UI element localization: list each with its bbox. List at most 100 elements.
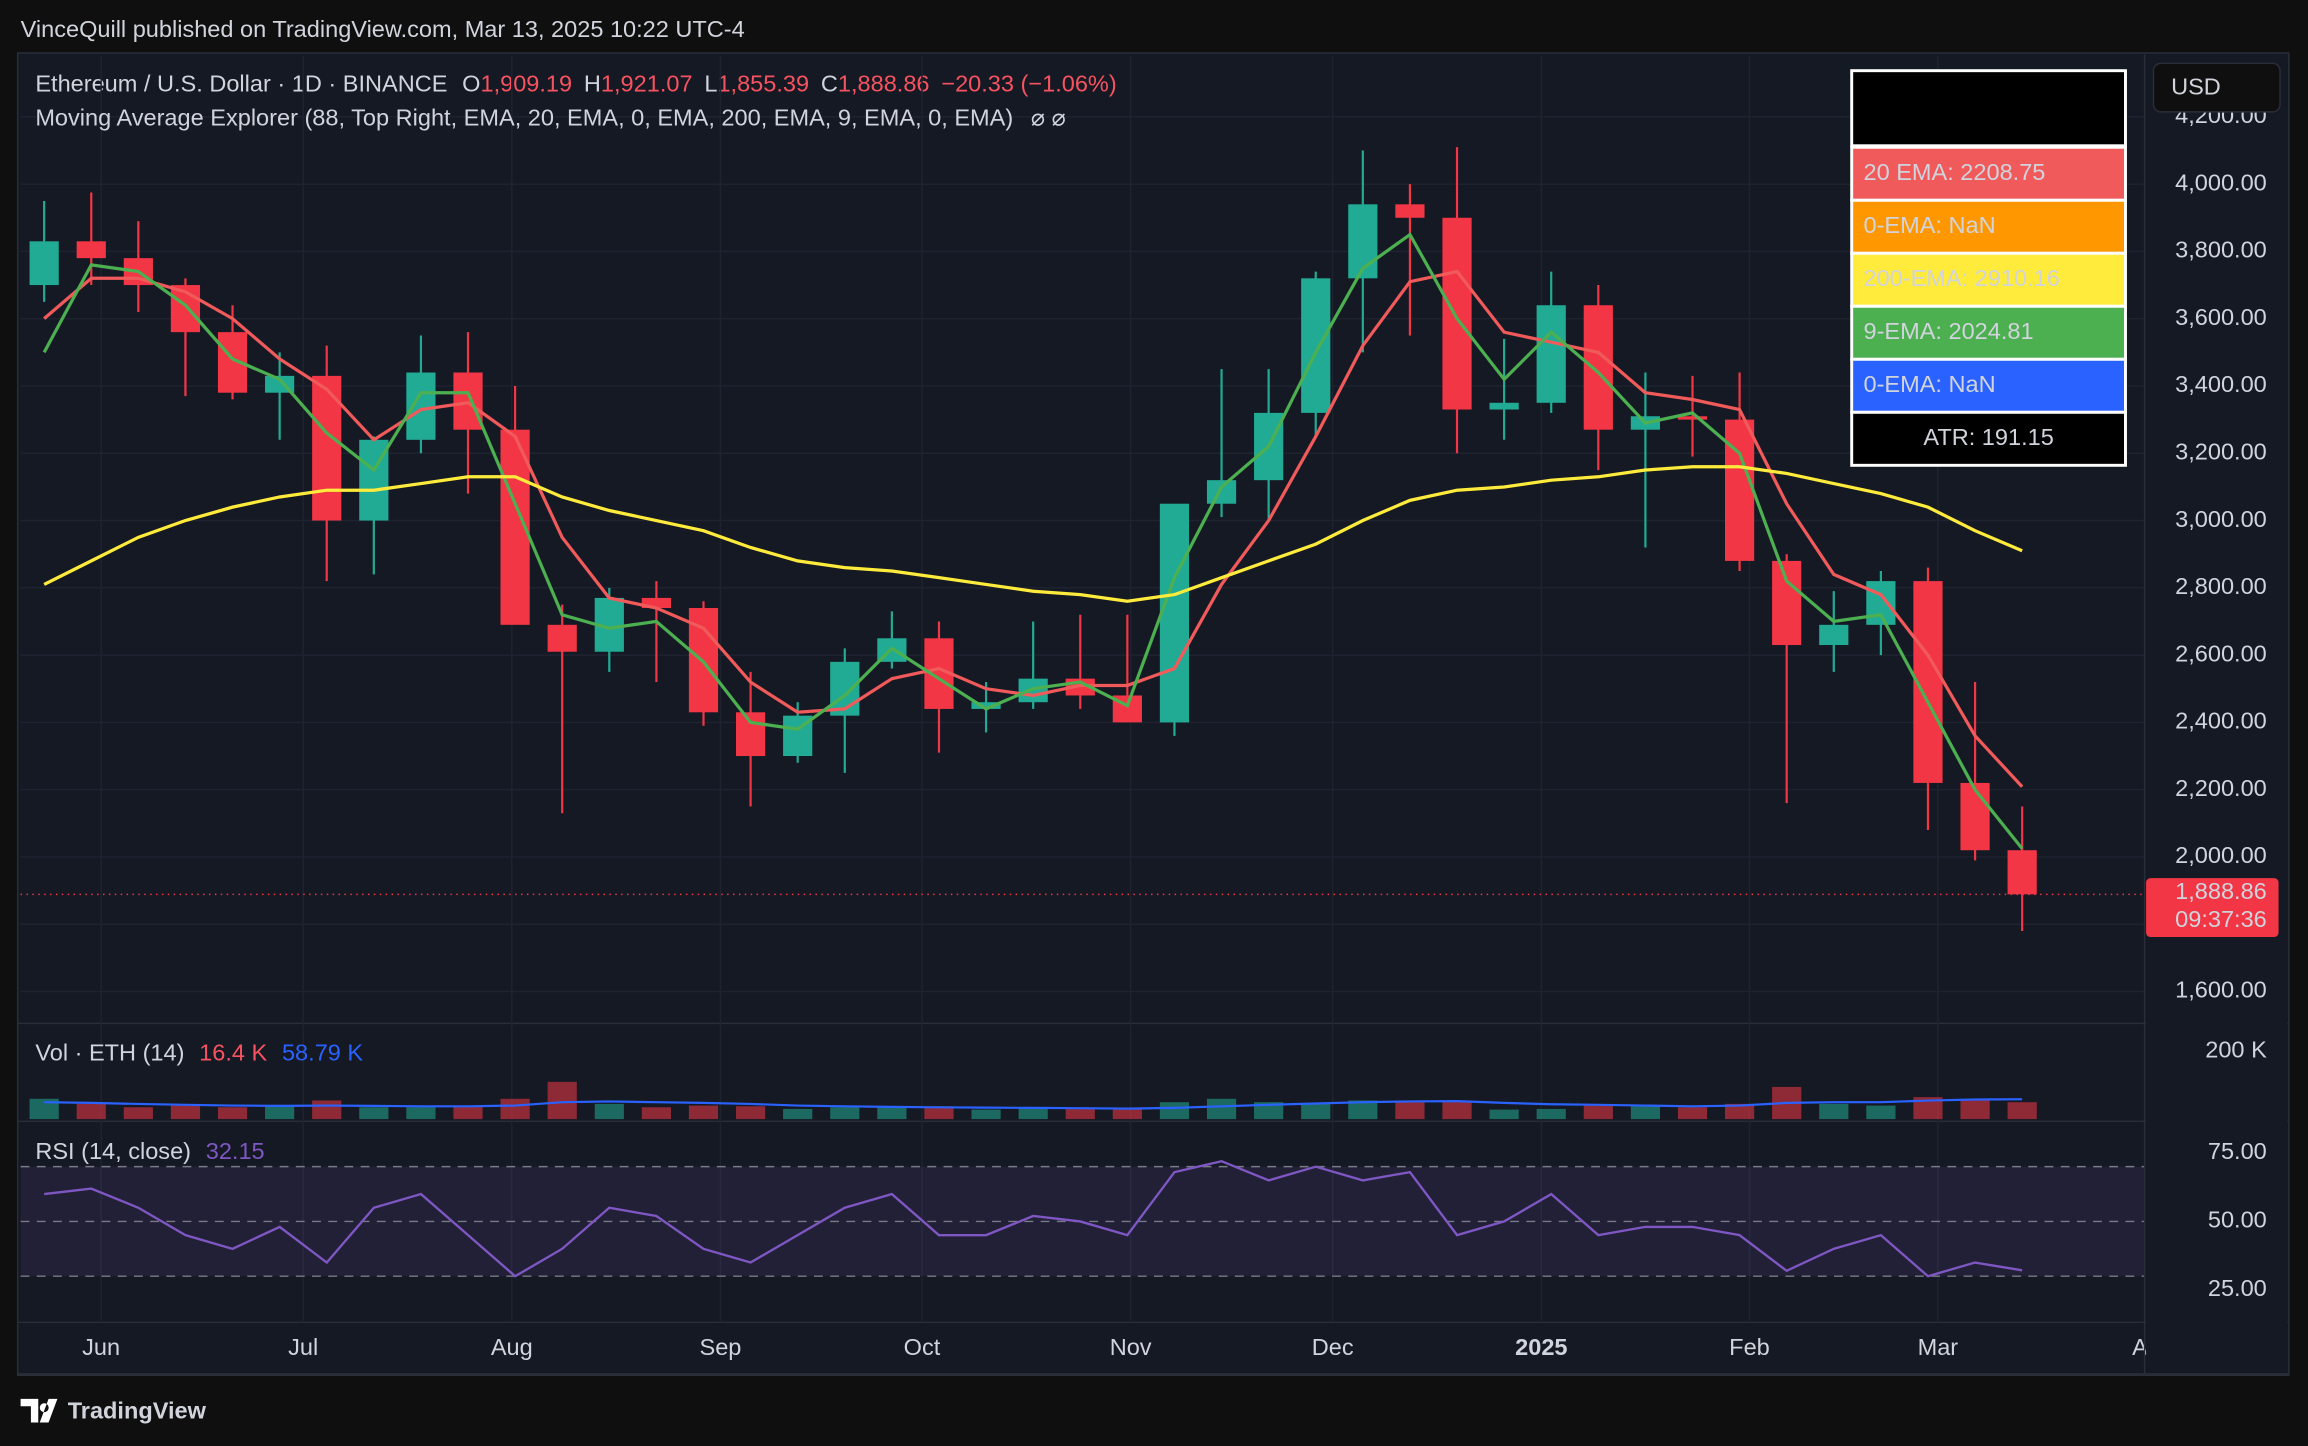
y-tick-label: 75.00 <box>2208 1138 2267 1164</box>
indicator-title: Moving Average Explorer (88, Top Right, … <box>35 104 1065 130</box>
candle-body <box>1395 204 1425 218</box>
currency-button[interactable] <box>2152 62 2281 113</box>
volume-bar <box>1442 1100 1472 1120</box>
volume-bar <box>877 1107 907 1120</box>
legend-row <box>1850 251 2127 308</box>
indicator: Moving Average Explorer (88, Top Right, … <box>35 104 1013 130</box>
volume-bar <box>924 1106 954 1120</box>
volume-bar <box>265 1106 295 1120</box>
candle-body <box>1772 560 1802 646</box>
rsi-legend: RSI (14, close) 32.15 <box>35 1138 264 1164</box>
y-tick-label: 3,000.00 <box>2175 506 2267 532</box>
volume-bar <box>1960 1100 1990 1120</box>
x-tick-label: Aug <box>491 1334 533 1360</box>
volume-title: Vol · ETH (14) <box>35 1040 184 1066</box>
x-tick-label: Dec <box>1312 1334 1354 1360</box>
candle-body <box>1724 419 1755 561</box>
volume-bar <box>2007 1102 2037 1120</box>
volume-bar <box>735 1106 766 1120</box>
candle-body <box>1489 402 1519 410</box>
volume-bar <box>1395 1102 1425 1120</box>
volume-bar <box>123 1107 153 1120</box>
x-tick-label: Nov <box>1110 1334 1152 1360</box>
volume-bar <box>453 1106 483 1120</box>
candle-body <box>1960 782 1990 851</box>
volume-bar <box>1159 1102 1190 1120</box>
y-tick-label: 2,600.00 <box>2175 640 2267 666</box>
y-tick-label: 3,400.00 <box>2175 371 2267 397</box>
volume-bar <box>76 1103 106 1120</box>
volume-legend: Vol · ETH (14) 16.4 K 58.79 K <box>35 1040 363 1066</box>
volume-bar <box>1866 1105 1896 1120</box>
candle-body <box>735 712 766 757</box>
volume-bar <box>500 1098 530 1120</box>
volume-bar <box>1630 1105 1661 1120</box>
candle-body <box>76 241 106 259</box>
ema-line <box>43 465 2023 603</box>
volume-bar <box>1677 1107 1708 1120</box>
rsi-title: RSI (14, close) <box>35 1138 191 1164</box>
x-tick-label: Oct <box>904 1334 941 1360</box>
volume-bar <box>830 1107 860 1120</box>
indicator-icons: ⌀ ⌀ <box>1031 104 1066 130</box>
y-tick-label: 2,800.00 <box>2175 573 2267 599</box>
volume-ma <box>44 1098 2023 1110</box>
ohlc-key: O <box>462 71 480 97</box>
volume-bar <box>1724 1103 1755 1120</box>
candle-body <box>1677 416 1708 420</box>
currency[interactable]: USD <box>2171 74 2221 100</box>
y-tick-label: 3,200.00 <box>2175 438 2267 464</box>
candle-body <box>1301 278 1331 413</box>
price-tag <box>2146 878 2279 938</box>
volume-bar <box>1254 1102 1284 1120</box>
ohlc-key: L <box>704 71 717 97</box>
volume-bar <box>547 1081 577 1120</box>
candle-body <box>830 661 860 716</box>
volume-bar <box>1065 1108 1095 1120</box>
volume-readout: 58.79 K <box>282 1040 363 1066</box>
y-tick-label: 50.00 <box>2208 1207 2267 1233</box>
legend-row <box>1850 198 2127 255</box>
candle-body <box>547 624 577 652</box>
volume-bar <box>1536 1108 1566 1120</box>
y-tick-label: 2,400.00 <box>2175 708 2267 734</box>
panes: Ethereum / U.S. Dollar · 1D · BINANCE O1,… <box>17 55 2289 1360</box>
volume-bar <box>170 1105 201 1120</box>
symbol: Ethereum / U.S. Dollar · 1D · BINANCE <box>35 71 447 97</box>
ohlc-value: 1,909.19 <box>480 71 572 97</box>
ema-line <box>42 232 2024 850</box>
volume-bar <box>1018 1108 1048 1120</box>
volume-bar <box>217 1107 248 1120</box>
candle-body <box>641 597 671 609</box>
volume-bar <box>1348 1100 1378 1120</box>
price-axis-bg <box>2146 54 2288 1374</box>
volume-bar <box>688 1105 719 1120</box>
volume-bar <box>641 1107 671 1120</box>
candle-body <box>1159 503 1190 723</box>
volume-bar <box>1583 1105 1613 1120</box>
legend-row <box>1850 304 2127 361</box>
y-tick-label: 3,600.00 <box>2175 304 2267 330</box>
candle-body <box>312 375 342 521</box>
legend-atr: ATR: 191.15 <box>1923 424 2053 450</box>
rsi-readout: 32.15 <box>206 1138 265 1164</box>
volume-bar <box>971 1109 1001 1120</box>
volume-bar <box>1489 1109 1519 1120</box>
volume-bar <box>1819 1103 1849 1120</box>
ohlc-key: C <box>821 71 838 97</box>
ohlc-value: 1,888.86 <box>838 71 930 97</box>
candle-body <box>1442 217 1472 410</box>
volume-bar <box>783 1108 813 1120</box>
volume-bar <box>1913 1097 1943 1120</box>
legend-label: 200-EMA: 2910.16 <box>1863 265 2059 291</box>
legend-label: 0-EMA: NaN <box>1863 212 1995 238</box>
candle-body <box>1206 480 1237 504</box>
x-tick-label: Mar <box>1918 1334 1959 1360</box>
y-tick-label: 2,000.00 <box>2175 842 2267 868</box>
candle-body <box>1536 305 1566 403</box>
rsi-line <box>44 1159 2023 1278</box>
axes: 1,600.001,800.002,000.002,200.002,400.00… <box>2146 102 2279 1301</box>
candle-body <box>971 702 1001 709</box>
publisher: VinceQuill published on TradingView.com,… <box>21 16 745 42</box>
